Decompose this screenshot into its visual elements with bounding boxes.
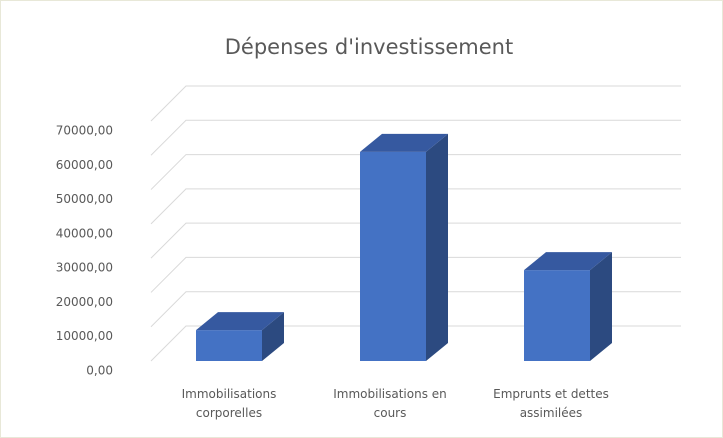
bar-front [360, 151, 426, 361]
bar [360, 133, 448, 361]
y-tick-label: 30000,00 [56, 261, 113, 275]
grid-line [150, 85, 681, 122]
bar-side [590, 252, 612, 361]
y-tick-label: 70000,00 [56, 124, 113, 138]
bar [196, 312, 284, 361]
bar-side [426, 133, 448, 361]
y-tick-label: 20000,00 [56, 295, 113, 309]
bar-top [524, 252, 612, 271]
grid-line [150, 256, 681, 293]
bar [524, 252, 612, 361]
y-tick-label: 50000,00 [56, 192, 113, 206]
x-tick-label: Emprunts et dettes assimilées [493, 387, 609, 420]
x-tick-label: Immobilisations corporelles [181, 387, 277, 420]
x-tick-label: Immobilisations en cours [333, 387, 447, 420]
bar-front [196, 330, 262, 361]
y-tick-label: 60000,00 [56, 158, 113, 172]
y-tick-label: 10000,00 [56, 329, 113, 343]
grid-line [150, 222, 681, 259]
grid-line [150, 119, 681, 156]
bar-top [196, 312, 284, 331]
grid-line [150, 154, 681, 190]
y-tick-label: 0,00 [86, 364, 113, 378]
grid-line [150, 291, 681, 328]
bar-front [524, 270, 590, 361]
chart-title: Dépenses d'investissement [225, 35, 513, 59]
y-tick-label: 40000,00 [56, 226, 113, 240]
grid-line [150, 188, 681, 225]
grid-line [150, 325, 681, 362]
bar-top [360, 133, 448, 152]
bar-side [262, 312, 284, 361]
